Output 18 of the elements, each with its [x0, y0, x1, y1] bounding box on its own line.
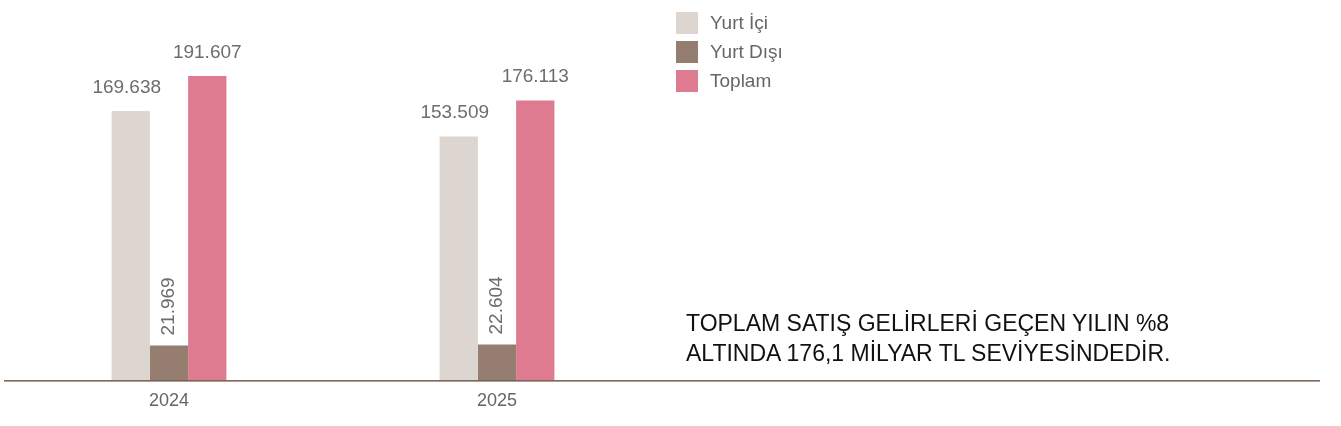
bar [477, 344, 517, 381]
legend-label: Toplam [710, 69, 772, 92]
text: TOPLAM SATIŞ GELİRLERİ GEÇEN YILIN %8 ALTINDA 176,1 MİLYAR TL SEVİYESİNDEDİR. [686, 309, 1171, 368]
data-label: 22.604 [485, 275, 507, 335]
bar [439, 136, 478, 381]
legend-label: Yurt İçi [710, 11, 769, 34]
bar [111, 110, 150, 381]
x-tick-label: 2025 [476, 390, 518, 411]
data-label: 191.607 [172, 40, 242, 62]
data-label: 153.509 [420, 101, 490, 123]
bar [149, 345, 189, 381]
legend-label: Yurt Dışı [710, 40, 783, 63]
bar [188, 76, 227, 381]
data-label: 21.969 [157, 277, 179, 336]
data-label: 169.638 [92, 75, 162, 97]
data-label: 176.113 [501, 65, 569, 87]
bar [516, 100, 555, 381]
x-tick-label: 2024 [148, 390, 190, 411]
